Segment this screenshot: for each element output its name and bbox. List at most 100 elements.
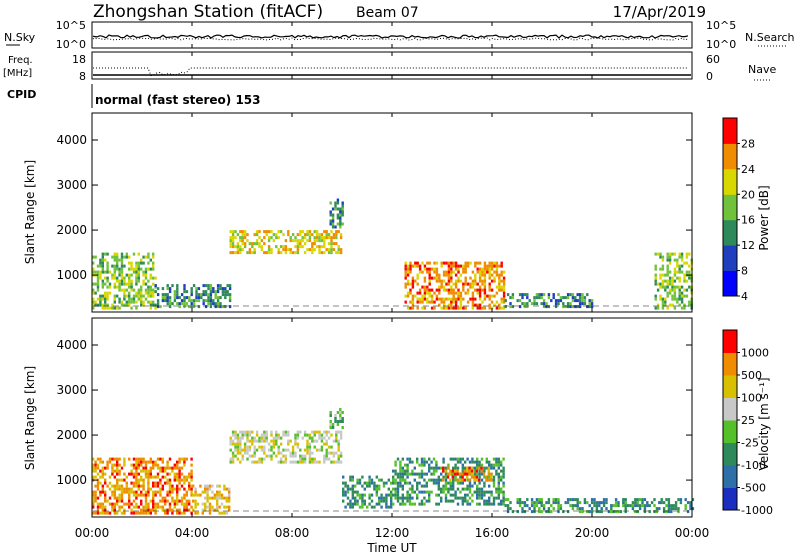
heatmap-cell [462,264,465,268]
heatmap-cell [164,293,167,297]
heatmap-cell [483,306,487,310]
time-axis: 00:00 04:00 08:00 12:00 16:00 20:00 00:00 [75,22,710,540]
heatmap-cell [272,436,276,440]
heatmap-cell [296,233,300,237]
heatmap-cell [339,408,342,411]
heatmap-cell [104,282,107,286]
heatmap-cell [390,490,393,494]
heatmap-cell [214,302,217,306]
heatmap-cell [483,267,487,271]
heatmap-cell [668,303,672,307]
heatmap-cell [303,460,307,464]
heatmap-cell [144,282,148,286]
heatmap-cell [488,273,491,277]
heatmap-cell [120,499,124,503]
heatmap-cell [666,294,669,298]
heatmap-cell [442,457,445,461]
heatmap-cell [243,430,247,434]
heatmap-cell [583,302,587,306]
heatmap-cell [673,297,677,301]
noise-right-label: N.Search [745,31,795,44]
heatmap-cell [339,222,342,226]
heatmap-cell [149,267,152,271]
heatmap-cell [622,501,625,505]
heatmap-cell [416,297,419,301]
heatmap-cell [425,472,428,476]
heatmap-cell [152,300,155,304]
heatmap-cell [104,508,107,512]
heatmap-cell [267,442,271,446]
heatmap-cell [303,251,307,255]
heatmap-cell [488,460,491,464]
heatmap-cell [282,448,285,452]
heatmap-cell [116,484,119,488]
heatmap-cell [667,507,671,511]
heatmap-cell [214,305,217,309]
heatmap-cell [671,285,674,289]
heatmap-cell [421,306,424,310]
heatmap-cell [234,433,237,437]
heatmap-cell [192,493,195,497]
heatmap-cell [466,469,469,473]
heatmap-cell [469,282,472,286]
heatmap-cell [444,478,448,482]
heatmap-cell [291,239,295,243]
heatmap-cell [251,430,254,434]
heatmap-cell [533,501,536,505]
heatmap-cell [194,487,197,491]
heatmap-cell [147,261,150,265]
heatmap-cell [358,496,362,500]
heatmap-cell [229,436,232,440]
heatmap-cell [506,510,510,514]
heatmap-cell [566,501,570,505]
heatmap-cell [423,463,426,467]
heatmap-cell [435,261,439,265]
heatmap-cell [101,472,104,476]
heatmap-cell [327,236,331,240]
heatmap-cell [282,245,285,249]
heatmap-cell [337,457,340,461]
heatmap-cell [612,504,615,508]
heatmap-cell [303,242,307,246]
heatmap-cell [446,475,450,479]
heatmap-cell [190,287,193,291]
heatmap-cell [265,439,268,443]
heatmap-cell [120,511,124,515]
heatmap-cell [392,469,395,473]
heatmap-cell [497,502,500,506]
heatmap-cell [432,469,436,473]
heatmap-cell [335,460,338,464]
heatmap-cell [113,294,116,298]
heatmap-cell [631,504,635,508]
heatmap-cell [330,236,333,240]
x-tick-label: 00:00 [675,526,710,540]
heatmap-cell [176,508,179,512]
heatmap-cell [449,499,452,503]
heatmap-cell [680,294,684,298]
heatmap-cell [137,267,140,271]
heatmap-cell [557,507,560,511]
heatmap-cell [471,279,475,283]
heatmap-cell [113,502,116,506]
heatmap-cell [96,511,100,515]
heatmap-cell [116,466,119,470]
heatmap-cell [99,469,102,473]
heatmap-cell [471,499,474,503]
heatmap-cell [251,439,254,443]
heatmap-cell [216,502,219,506]
heatmap-cell [659,294,662,298]
heatmap-cell [430,472,433,476]
heatmap-cell [190,478,193,482]
heatmap-cell [178,508,181,512]
y-tick-label: 1000 [56,268,87,282]
heatmap-cell [368,484,371,488]
heatmap-cell [461,502,464,506]
colorbar-segment [723,194,737,221]
heatmap-cell [101,505,104,509]
heatmap-cell [94,255,97,259]
heatmap-cell [462,306,465,310]
heatmap-cell [341,222,344,226]
heatmap-cell [159,305,162,309]
heatmap-cell [490,288,494,292]
heatmap-cell [452,478,455,482]
